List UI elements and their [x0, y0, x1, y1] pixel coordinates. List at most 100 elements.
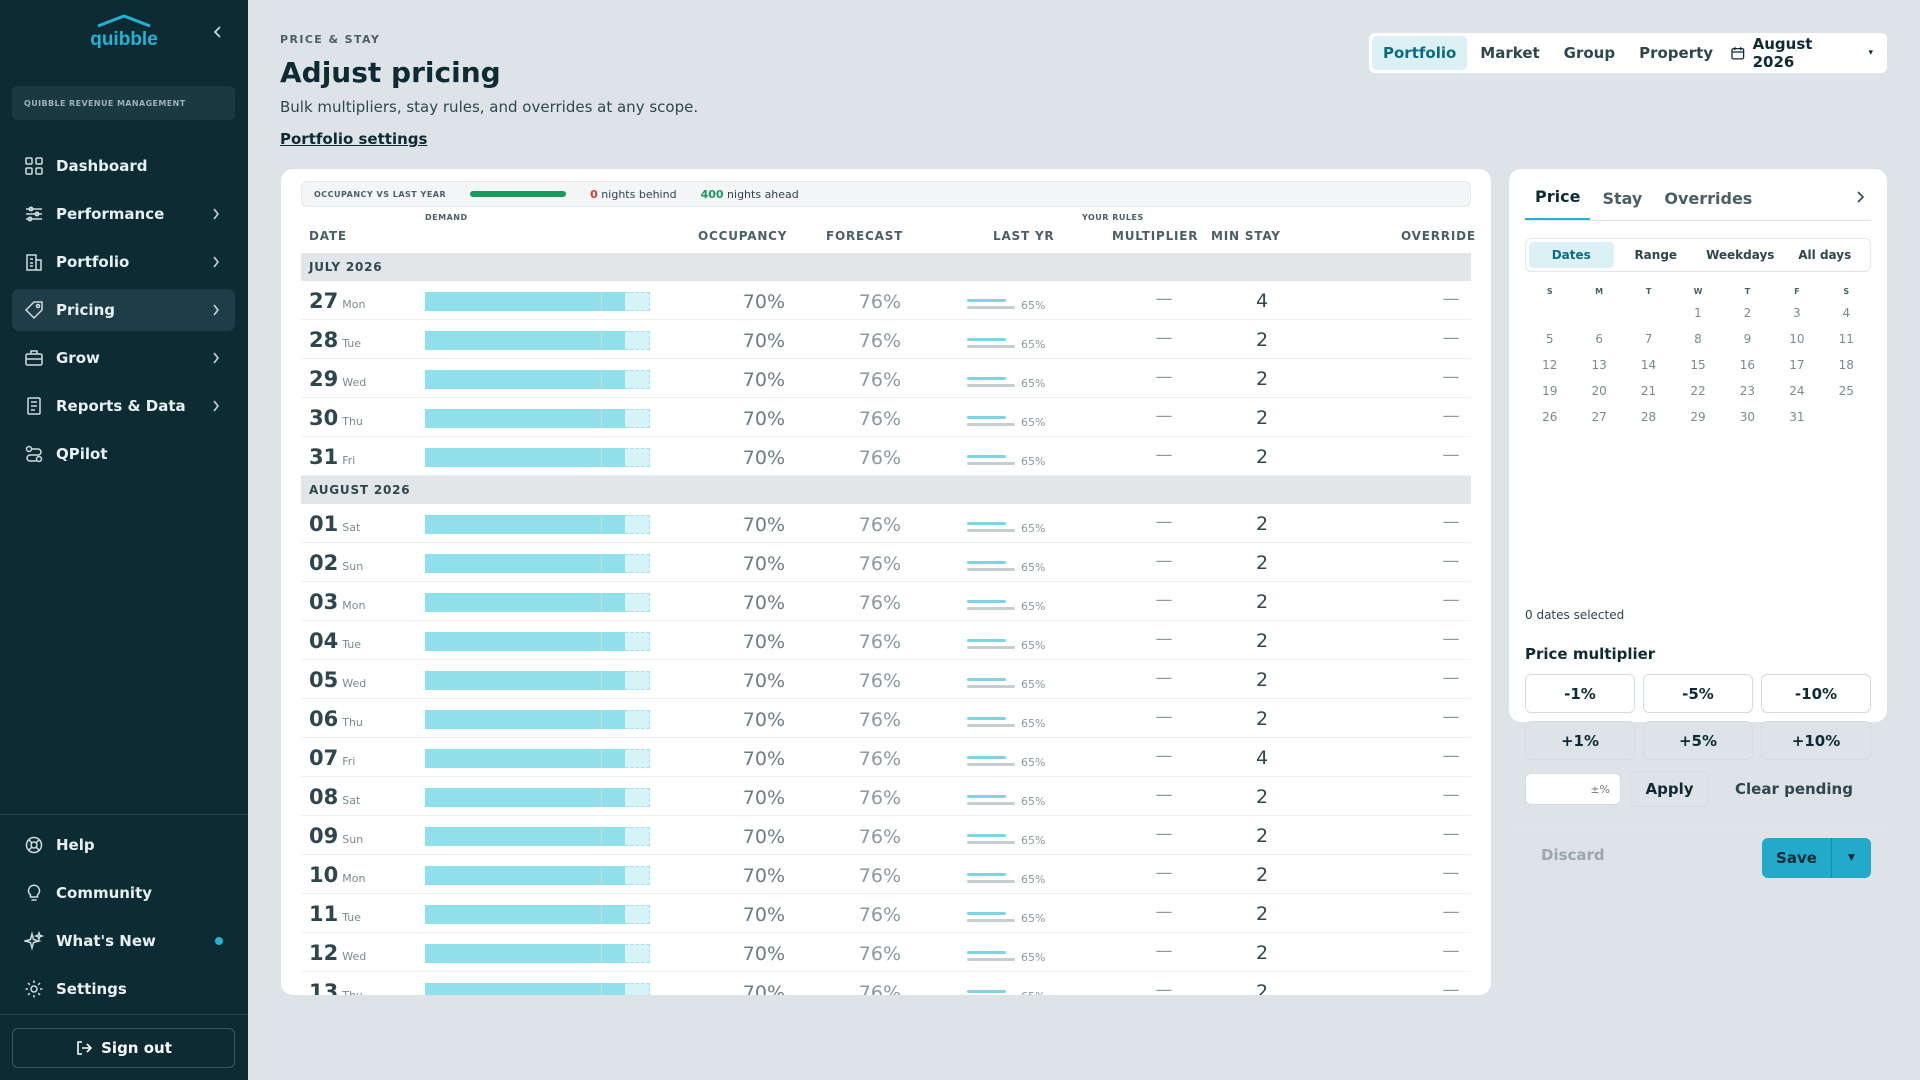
mode-weekdays[interactable]: Weekdays	[1706, 248, 1775, 262]
min-stay-value[interactable]: 2	[1255, 513, 1269, 535]
calendar-day[interactable]: 6	[1595, 332, 1603, 346]
multiplier-value[interactable]: —	[1155, 445, 1173, 465]
sidebar-item-qpilot[interactable]: QPilot	[12, 433, 235, 475]
multiplier-value[interactable]: —	[1155, 629, 1173, 649]
table-row[interactable]: 08 Sat 70% 76% 65% — 2 —	[301, 777, 1471, 816]
scope-tab-market[interactable]: Market	[1480, 44, 1540, 62]
calendar-day[interactable]: 30	[1739, 410, 1756, 424]
table-row[interactable]: 31 Fri 70% 76% 65% — 2 —	[301, 437, 1471, 476]
calendar-day[interactable]: 14	[1640, 358, 1657, 372]
calendar-day[interactable]: 23	[1739, 384, 1756, 398]
multiplier-value[interactable]: —	[1155, 746, 1173, 766]
collapse-sidebar-button[interactable]	[208, 22, 228, 42]
calendar-day[interactable]: 26	[1542, 410, 1558, 424]
column-forecast[interactable]: FORECAST	[826, 229, 904, 243]
min-stay-value[interactable]: 4	[1255, 290, 1269, 312]
calendar-day[interactable]: 27	[1591, 410, 1607, 424]
min-stay-value[interactable]: 2	[1255, 368, 1269, 390]
min-stay-value[interactable]: 2	[1255, 708, 1269, 730]
multiplier-button[interactable]: +1%	[1525, 721, 1635, 760]
mode-range[interactable]: Range	[1634, 248, 1678, 262]
override-value[interactable]: —	[1442, 551, 1460, 571]
calendar-day[interactable]: 18	[1838, 358, 1854, 372]
column-override[interactable]: OVERRIDE	[1401, 229, 1476, 243]
calendar-day[interactable]: 20	[1591, 384, 1607, 398]
min-stay-value[interactable]: 2	[1255, 446, 1269, 468]
override-value[interactable]: —	[1442, 668, 1460, 688]
multiplier-button[interactable]: -10%	[1761, 674, 1871, 713]
table-row[interactable]: 13Thu 70% 76% 65% — 2 —	[301, 972, 1471, 995]
override-value[interactable]: —	[1442, 629, 1460, 649]
mode-all-days[interactable]: All days	[1798, 248, 1852, 262]
sidebar-item-portfolio[interactable]: Portfolio	[12, 241, 235, 283]
calendar-day[interactable]: 31	[1789, 410, 1805, 424]
table-row[interactable]: 02 Sun 70% 76% 65% — 2 —	[301, 543, 1471, 582]
override-value[interactable]: —	[1442, 445, 1460, 465]
apply-button[interactable]: Apply	[1630, 771, 1709, 807]
table-row[interactable]: 07 Fri 70% 76% 65% — 4 —	[301, 738, 1471, 777]
table-row[interactable]: 12 Wed 70% 76% 65% — 2 —	[301, 933, 1471, 972]
min-stay-value[interactable]: 2	[1255, 329, 1269, 351]
calendar-day[interactable]: 28	[1640, 410, 1657, 424]
column-min-stay[interactable]: MIN STAY	[1211, 229, 1281, 243]
calendar-day[interactable]: 17	[1789, 358, 1805, 372]
calendar-day[interactable]: 9	[1743, 332, 1752, 346]
min-stay-value[interactable]: 2	[1255, 942, 1269, 964]
column-occupancy[interactable]: OCCUPANCY	[698, 229, 788, 243]
scope-tab-group[interactable]: Group	[1563, 44, 1616, 62]
tab-stay[interactable]: Stay	[1602, 189, 1643, 208]
calendar-day[interactable]: 3	[1793, 306, 1801, 320]
multiplier-value[interactable]: —	[1155, 941, 1173, 961]
calendar-day[interactable]: 8	[1694, 332, 1702, 346]
calendar-day[interactable]: 29	[1690, 410, 1706, 424]
calendar-day[interactable]: 4	[1842, 306, 1851, 320]
multiplier-value[interactable]: —	[1155, 980, 1173, 995]
override-value[interactable]: —	[1442, 746, 1460, 766]
calendar-day[interactable]: 15	[1690, 358, 1706, 372]
calendar-day[interactable]: 12	[1542, 358, 1558, 372]
calendar-day[interactable]: 24	[1789, 384, 1805, 398]
column-multiplier[interactable]: MULTIPLIER	[1112, 229, 1199, 243]
table-row[interactable]: 03 Mon 70% 76% 65% — 2 —	[301, 582, 1471, 621]
sidebar-item-dashboard[interactable]: Dashboard	[12, 145, 235, 187]
table-row[interactable]: 10 Mon 70% 76% 65% — 2 —	[301, 855, 1471, 894]
calendar-day[interactable]: 25	[1838, 384, 1854, 398]
calendar-day[interactable]: 16	[1739, 358, 1756, 372]
table-row[interactable]: 29 Wed 70% 76% 65% — 2 —	[301, 359, 1471, 398]
custom-multiplier-input[interactable]	[1525, 773, 1621, 805]
multiplier-value[interactable]: —	[1155, 785, 1173, 805]
multiplier-value[interactable]: —	[1155, 590, 1173, 610]
multiplier-value[interactable]: —	[1155, 367, 1173, 387]
sidebar-item-what-s-new[interactable]: What's New	[12, 920, 235, 962]
tab-overrides[interactable]: Overrides	[1664, 189, 1753, 208]
min-stay-value[interactable]: 2	[1255, 864, 1269, 886]
scope-tab-property[interactable]: Property	[1639, 44, 1714, 62]
min-stay-value[interactable]: 4	[1255, 747, 1269, 769]
table-row[interactable]: 04 Tue 70% 76% 65% — 2 —	[301, 621, 1471, 660]
min-stay-value[interactable]: 2	[1255, 981, 1269, 995]
min-stay-value[interactable]: 2	[1255, 669, 1269, 691]
calendar-day[interactable]: 2	[1743, 306, 1752, 320]
multiplier-value[interactable]: —	[1155, 863, 1173, 883]
column-last-year[interactable]: LAST YR	[993, 229, 1055, 243]
organization-selector[interactable]: QUIBBLE REVENUE MANAGEMENT	[12, 86, 235, 120]
multiplier-value[interactable]: —	[1155, 902, 1173, 922]
multiplier-value[interactable]: —	[1155, 551, 1173, 571]
table-row[interactable]: 01 Sat 70% 76% 65% — 2 —	[301, 504, 1471, 543]
min-stay-value[interactable]: 2	[1255, 591, 1269, 613]
override-value[interactable]: —	[1442, 863, 1460, 883]
min-stay-value[interactable]: 2	[1255, 407, 1269, 429]
table-row[interactable]: 30 Thu 70% 76% 65% — 2 —	[301, 398, 1471, 437]
multiplier-value[interactable]: —	[1155, 406, 1173, 426]
save-button[interactable]: Save	[1776, 849, 1817, 867]
portfolio-settings-link[interactable]: Portfolio settings	[280, 130, 428, 148]
clear-pending-button[interactable]: Clear pending	[1735, 780, 1853, 798]
sidebar-item-help[interactable]: Help	[12, 824, 235, 866]
override-value[interactable]: —	[1442, 367, 1460, 387]
override-value[interactable]: —	[1442, 902, 1460, 922]
override-value[interactable]: —	[1442, 512, 1460, 532]
sidebar-item-reports-data[interactable]: Reports & Data	[12, 385, 235, 427]
override-value[interactable]: —	[1442, 980, 1460, 995]
table-row[interactable]: 09 Sun 70% 76% 65% — 2 —	[301, 816, 1471, 855]
sign-out-button[interactable]: Sign out	[12, 1028, 235, 1068]
